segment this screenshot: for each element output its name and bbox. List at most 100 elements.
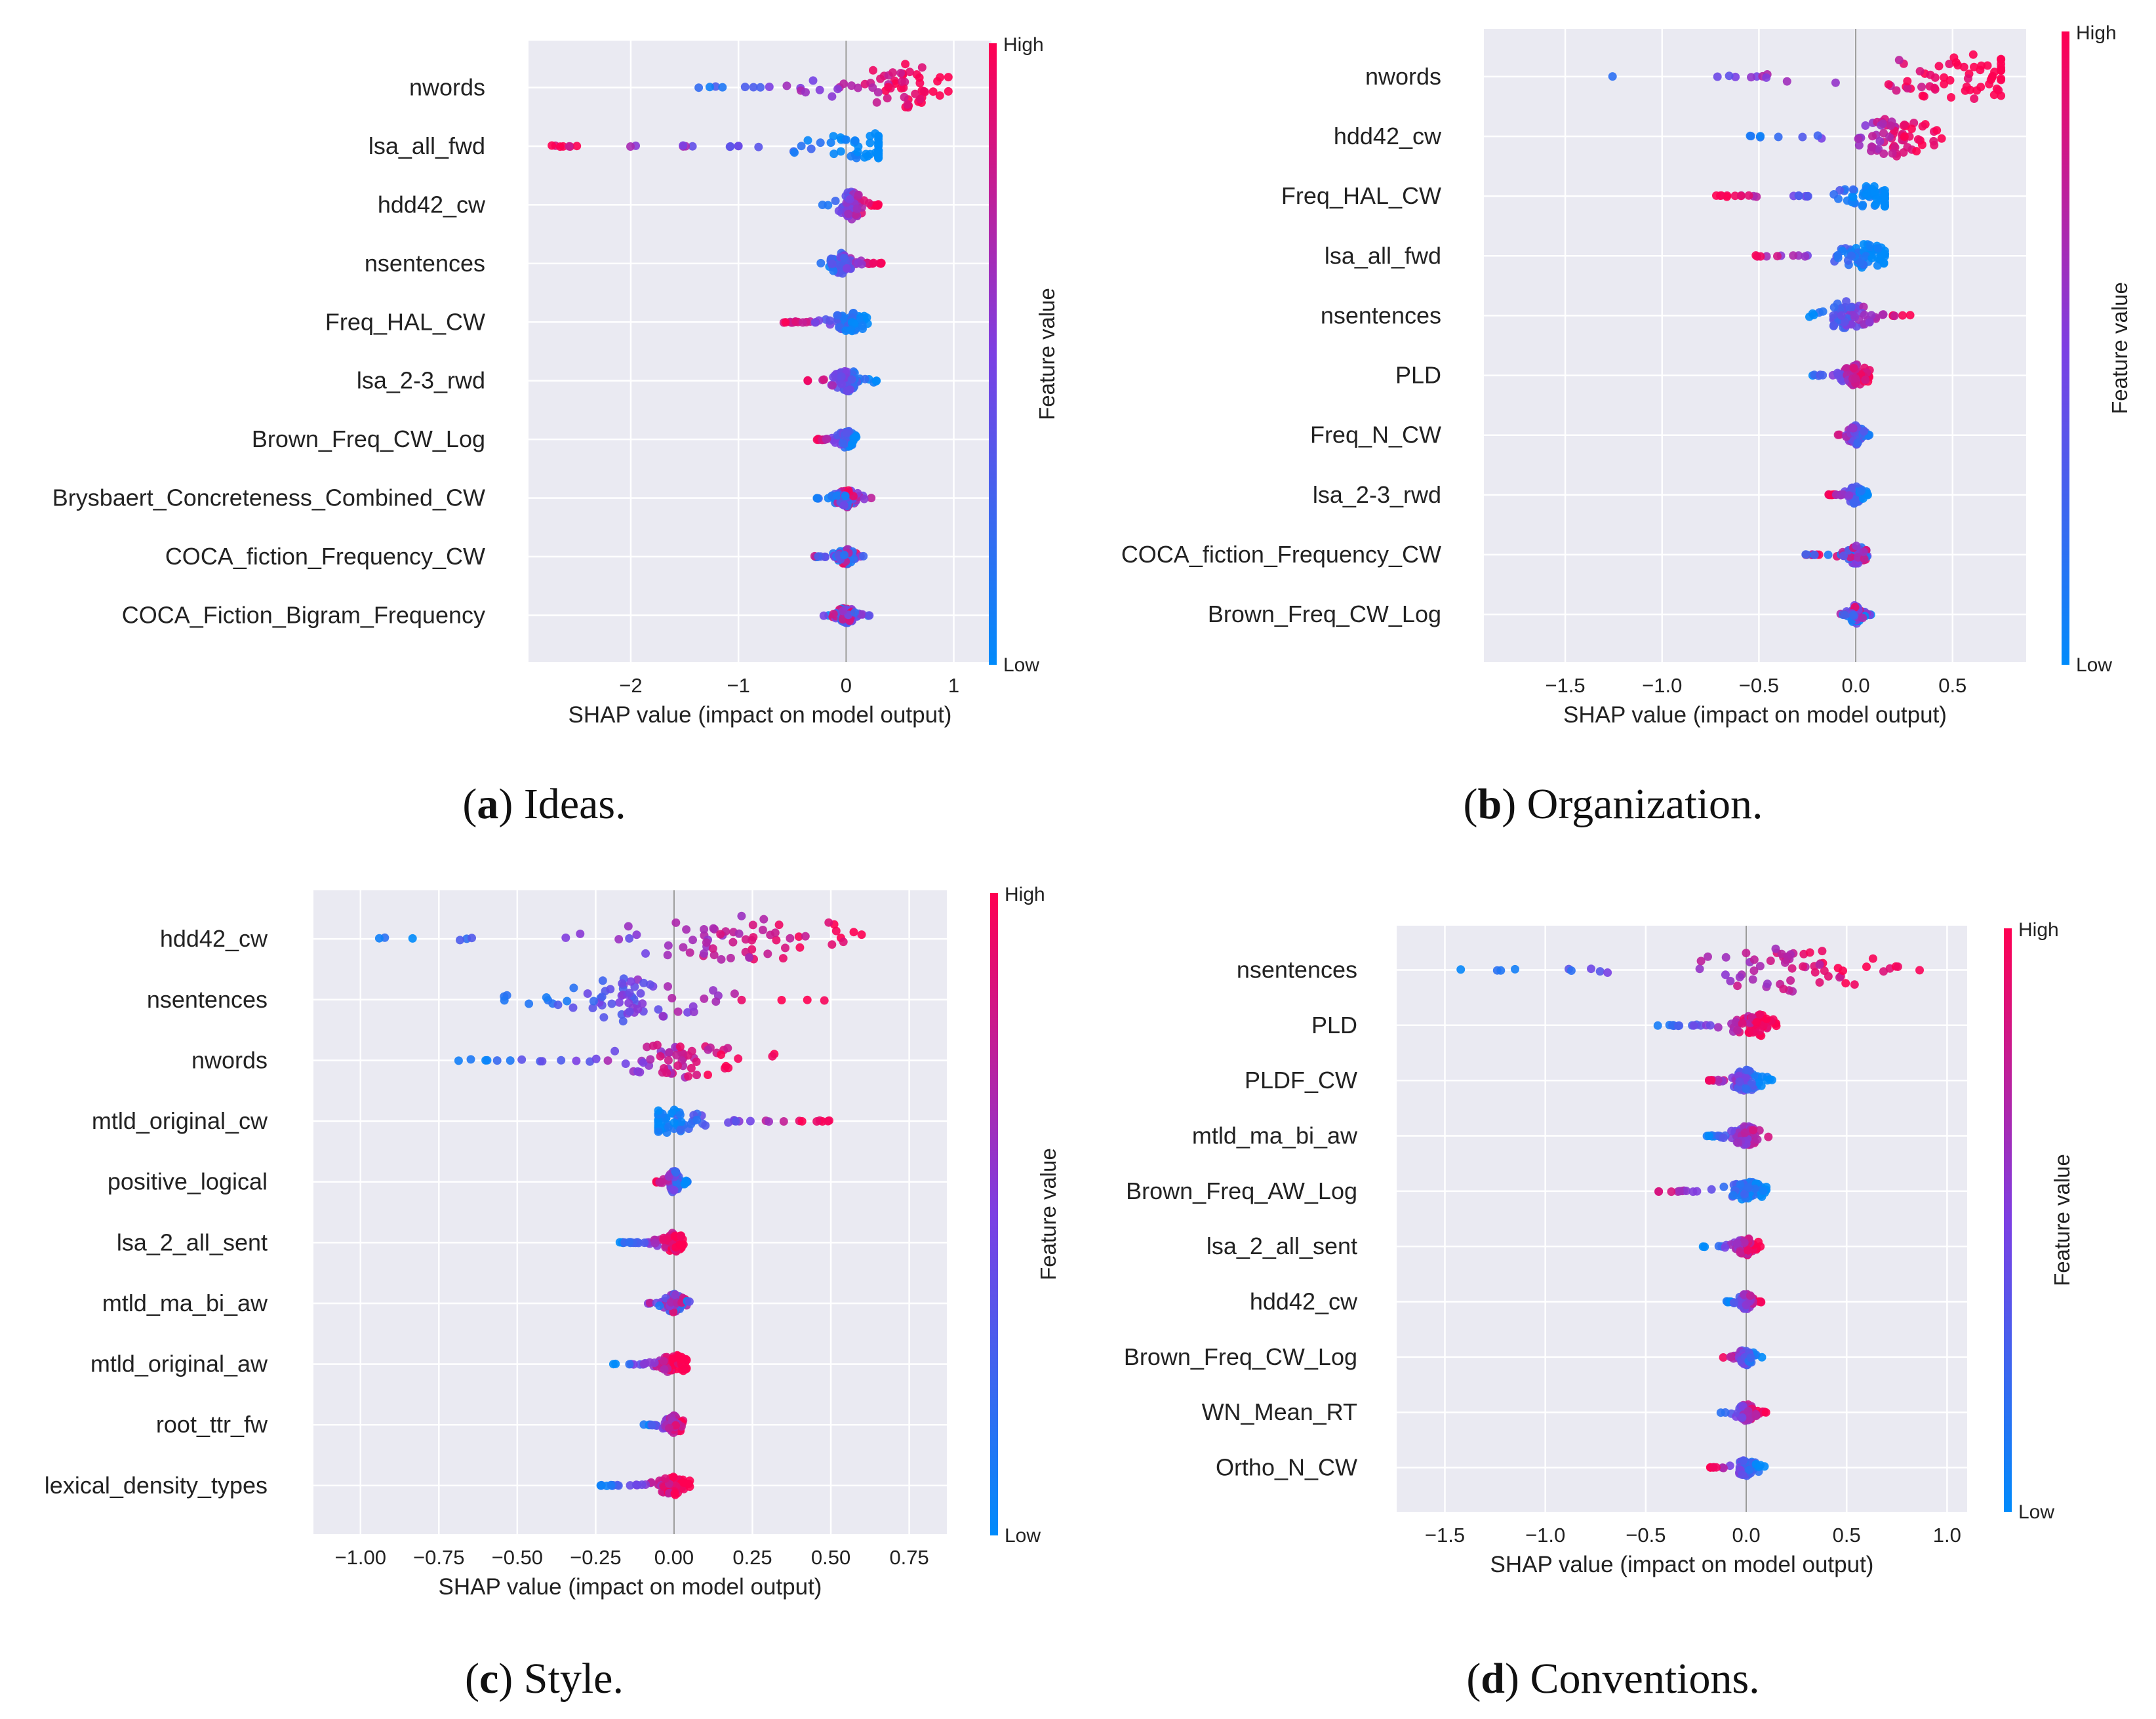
- shap-dot: [835, 323, 844, 332]
- colorbar-title: Feature value: [1035, 288, 1059, 420]
- feature-row-dots: [1716, 1400, 1770, 1425]
- shap-dot: [1846, 553, 1855, 562]
- feature-label: Brown_Freq_AW_Log: [1126, 1177, 1357, 1204]
- shap-dot: [689, 936, 697, 945]
- shap-dot: [828, 260, 837, 268]
- panel-caption: (a) Ideas.: [462, 780, 626, 828]
- shap-dot: [777, 996, 786, 1004]
- shap-dot: [682, 925, 691, 934]
- feature-label: lsa_2_all_sent: [1207, 1233, 1357, 1259]
- shap-dot: [1860, 555, 1869, 563]
- shap-dot: [685, 948, 694, 957]
- feature-row-dots: [1805, 297, 1915, 332]
- feature-row-dots: [1751, 240, 1889, 272]
- shap-dot: [704, 1071, 712, 1079]
- shap-dot: [687, 1063, 696, 1073]
- shap-dot: [576, 929, 585, 938]
- shap-dot: [836, 147, 845, 156]
- shap-dot: [1603, 968, 1612, 977]
- shap-dot: [1798, 132, 1807, 142]
- shap-dot: [679, 1049, 688, 1058]
- shap-dot: [1858, 201, 1867, 209]
- shap-dot: [1879, 967, 1888, 976]
- shap-dot: [1762, 73, 1771, 82]
- shap-dot: [869, 66, 877, 75]
- shap-dot: [1757, 1297, 1766, 1307]
- shap-dot: [671, 1290, 680, 1299]
- caption-letter: a: [477, 780, 498, 828]
- shap-dot: [1997, 75, 2006, 85]
- feature-row-dots: [500, 974, 829, 1026]
- shap-dot: [828, 381, 837, 390]
- shap-dot: [1751, 1072, 1759, 1081]
- shap-dot: [454, 1056, 463, 1065]
- shap-dot: [779, 1117, 788, 1126]
- feature-label: mtld_original_aw: [90, 1351, 268, 1377]
- shap-dot: [664, 1056, 673, 1065]
- shap-dot: [1726, 976, 1735, 985]
- feature-label: PLDF_CW: [1245, 1067, 1357, 1094]
- x-tick-label: −1: [727, 674, 749, 697]
- shap-dot: [1947, 93, 1955, 102]
- feature-label: lsa_2-3_rwd: [1313, 481, 1441, 508]
- feature-label: Brown_Freq_CW_Log: [1124, 1343, 1357, 1370]
- x-tick-label: 1.0: [1933, 1524, 1961, 1547]
- shap-dot: [1926, 70, 1935, 79]
- x-tick-label: −0.25: [570, 1546, 621, 1569]
- shap-dot: [857, 930, 866, 939]
- colorbar-title: Feature value: [2050, 1154, 2074, 1286]
- shap-dot: [679, 943, 688, 952]
- shap-dot: [1713, 72, 1722, 81]
- shap-dot: [768, 1052, 777, 1061]
- shap-dot: [731, 1116, 740, 1126]
- shap-dot: [1842, 364, 1851, 373]
- shap-dot: [658, 1178, 667, 1187]
- shap-dot: [1688, 1187, 1698, 1196]
- shap-dot: [829, 610, 838, 619]
- shap-dot: [1728, 1191, 1738, 1200]
- shap-dot: [829, 149, 839, 159]
- shap-dot: [847, 325, 856, 334]
- panel-c: −1.00 −0.75 −0.50 −0.25 0.00 0.25 0.50 0.75 SHAP…: [45, 884, 1060, 1703]
- shap-dot: [683, 1008, 692, 1017]
- shap-dot: [1736, 1180, 1745, 1189]
- feature-row-dots: [1608, 50, 2006, 103]
- shap-dot: [607, 999, 616, 1008]
- feature-label: hdd42_cw: [1334, 123, 1442, 149]
- shap-dot: [589, 997, 598, 1006]
- shap-dot: [854, 83, 862, 92]
- shap-dot: [1749, 1126, 1758, 1135]
- shap-dot: [1733, 981, 1742, 991]
- feature-label: Freq_HAL_CW: [1281, 182, 1441, 209]
- shap-dot: [689, 1002, 698, 1011]
- shap-dot: [1849, 363, 1858, 372]
- shap-dot: [1753, 1135, 1762, 1144]
- shap-dot: [708, 944, 717, 953]
- x-axis-label: SHAP value (impact on model output): [1563, 702, 1947, 728]
- shap-dot: [668, 994, 677, 1002]
- shap-dot: [840, 551, 849, 560]
- shap-dot: [1898, 311, 1907, 320]
- shap-dot: [1595, 967, 1605, 976]
- shap-dot: [1929, 136, 1938, 146]
- shap-dot: [625, 1007, 634, 1016]
- shap-dot: [1932, 126, 1942, 135]
- shap-dot: [936, 73, 945, 82]
- shap-dot: [812, 494, 822, 503]
- shap-dot: [1695, 964, 1704, 974]
- feature-row-dots: [1702, 1122, 1773, 1149]
- feature-row-dots: [694, 60, 953, 112]
- shap-dot: [1893, 962, 1902, 971]
- feature-row-dots: [596, 1472, 694, 1499]
- shap-dot: [1762, 1014, 1771, 1023]
- shap-dot: [1859, 547, 1868, 557]
- shap-dot: [1736, 1248, 1745, 1257]
- colorbar-low-label: Low: [1005, 1525, 1041, 1547]
- shap-dot: [671, 918, 681, 927]
- shap-dot: [1818, 370, 1827, 380]
- caption-text: Organization.: [1527, 780, 1763, 828]
- shap-dot: [1667, 1187, 1676, 1196]
- shap-dot: [1713, 1023, 1723, 1032]
- shap-dot: [561, 933, 570, 942]
